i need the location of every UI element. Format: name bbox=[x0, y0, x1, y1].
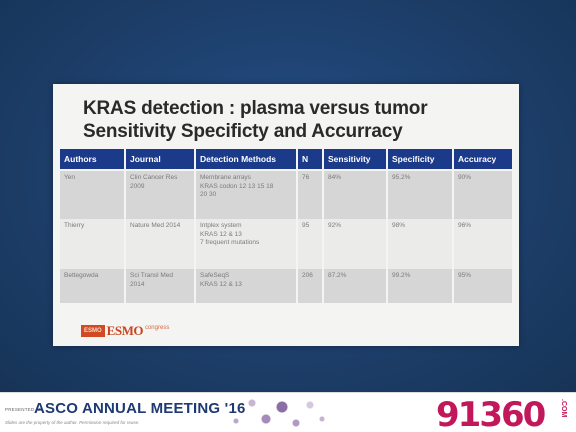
esmo-logo: ESMO ESMO congress bbox=[81, 323, 169, 339]
cell-n: 206 bbox=[298, 269, 322, 303]
esmo-logo-sub: congress bbox=[144, 325, 170, 331]
cell-method-line: Intplex system bbox=[200, 222, 242, 229]
table-row: Yen Clin Cancer Res 2009 Membrane arrays… bbox=[60, 171, 512, 219]
cell-authors: Yen bbox=[60, 171, 124, 219]
header-authors: Authors bbox=[60, 149, 124, 171]
table-row: Bettegowda Sci Transl Med 2014 SafeSeqS … bbox=[60, 269, 512, 303]
slide-title-line-1: KRAS detection : plasma versus tumor bbox=[83, 98, 428, 119]
cell-specificity: 99.2% bbox=[388, 269, 452, 303]
cell-journal-line: Clin Cancer Res bbox=[130, 174, 178, 181]
kras-detection-table: Authors Journal Detection Methods N Sens… bbox=[58, 149, 514, 303]
conference-footer: PRESENTED AT: ASCO ANNUAL MEETING '16 Sl… bbox=[0, 392, 576, 432]
cell-method-line: SafeSeqS bbox=[200, 272, 230, 279]
cell-accuracy: 90% bbox=[454, 171, 512, 219]
slide-title: KRAS detection : plasma versus tumor Sen… bbox=[83, 97, 503, 143]
cell-accuracy: 96% bbox=[454, 219, 512, 269]
presentation-slide: KRAS detection : plasma versus tumor Sen… bbox=[53, 84, 519, 346]
cell-method-line: 7 frequent mutations bbox=[200, 239, 260, 246]
cell-journal: Clin Cancer Res 2009 bbox=[126, 171, 194, 219]
cell-journal: Sci Transl Med 2014 bbox=[126, 269, 194, 303]
header-sensitivity: Sensitivity bbox=[324, 149, 386, 171]
cell-journal-line: 2009 bbox=[130, 182, 145, 190]
header-detection-methods: Detection Methods bbox=[196, 149, 296, 171]
cell-n: 76 bbox=[298, 171, 322, 219]
cell-authors: Bettegowda bbox=[60, 269, 124, 303]
cell-sensitivity: 84% bbox=[324, 171, 386, 219]
meeting-title: ASCO ANNUAL MEETING '16 bbox=[34, 400, 246, 417]
slide-title-line-2: Sensitivity Specificty and Accurracy bbox=[83, 121, 403, 142]
decorative-dots-icon bbox=[222, 393, 332, 432]
header-journal: Journal bbox=[126, 149, 194, 171]
cell-method-line: 20 30 bbox=[200, 191, 217, 198]
cell-sensitivity: 87.2% bbox=[324, 269, 386, 303]
cell-specificity: 95.2% bbox=[388, 171, 452, 219]
header-accuracy: Accuracy bbox=[454, 149, 512, 171]
cell-method-line: Membrane arrays bbox=[200, 174, 251, 181]
cell-sensitivity: 92% bbox=[324, 219, 386, 269]
cell-detection-method: SafeSeqS KRAS 12 & 13 bbox=[196, 269, 296, 303]
table-header-row: Authors Journal Detection Methods N Sens… bbox=[60, 149, 512, 171]
esmo-logo-box: ESMO bbox=[81, 325, 105, 337]
cell-accuracy: 95% bbox=[454, 269, 512, 303]
cell-n: 95 bbox=[298, 219, 322, 269]
presented-at-label: PRESENTED AT: bbox=[5, 407, 43, 412]
cell-authors: Thierry bbox=[60, 219, 124, 269]
cell-method-line: KRAS 12 & 13 bbox=[200, 230, 242, 238]
cell-method-line: KRAS codon 12 13 15 18 bbox=[200, 182, 274, 190]
watermark-logo-suffix: .COM bbox=[560, 399, 567, 418]
cell-journal-line: Nature Med 2014 bbox=[130, 222, 181, 229]
header-n: N bbox=[298, 149, 322, 171]
header-specificity: Specificity bbox=[388, 149, 452, 171]
cell-journal-line: 2014 bbox=[130, 280, 145, 288]
cell-detection-method: Membrane arrays KRAS codon 12 13 15 18 2… bbox=[196, 171, 296, 219]
esmo-logo-name: ESMO bbox=[106, 323, 144, 338]
cell-journal-line: Sci Transl Med bbox=[130, 272, 173, 279]
cell-journal: Nature Med 2014 bbox=[126, 219, 194, 269]
table-row: Thierry Nature Med 2014 Intplex system K… bbox=[60, 219, 512, 269]
watermark-logo: 91360 bbox=[436, 395, 546, 432]
cell-specificity: 98% bbox=[388, 219, 452, 269]
footer-disclaimer: Slides are the property of the author. P… bbox=[5, 420, 140, 425]
cell-detection-method: Intplex system KRAS 12 & 13 7 frequent m… bbox=[196, 219, 296, 269]
cell-method-line: KRAS 12 & 13 bbox=[200, 280, 242, 288]
